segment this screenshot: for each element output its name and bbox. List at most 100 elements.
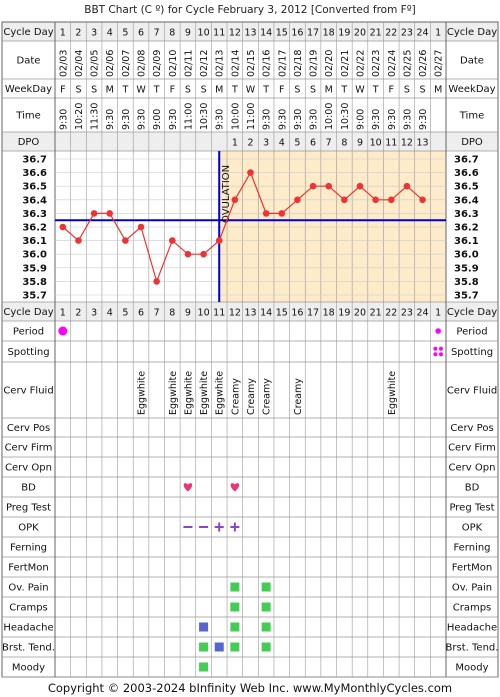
breast-tenderness-square xyxy=(214,642,224,652)
y-tick-label: 36.5 xyxy=(22,182,47,193)
row-label-right-ovpain: Ov. Pain xyxy=(452,583,492,594)
header-row-shade xyxy=(2,22,498,41)
dpo-label: 11 xyxy=(385,138,397,149)
date-label: 02/17 xyxy=(277,50,288,77)
row-label-fert: FertMon xyxy=(8,563,48,574)
weekday-label: S xyxy=(201,85,207,96)
cycle-day-label-bottom: 23 xyxy=(401,308,413,319)
time-label: 9:30 xyxy=(105,109,116,130)
temperature-point xyxy=(90,210,98,217)
temperature-point xyxy=(247,169,254,176)
luteal-phase-fill xyxy=(2,22,498,321)
date-label: 02/03 xyxy=(58,50,69,77)
cerv-fluid-label: Eggwhite xyxy=(387,371,398,415)
row-label-right-cd1: Cycle Day xyxy=(447,27,497,38)
temperature-point xyxy=(356,182,364,190)
weekday-label: S xyxy=(75,85,81,96)
cycle-day-label: 19 xyxy=(338,28,350,39)
row-label-dpo: DPO xyxy=(18,137,40,148)
weekday-label: S xyxy=(91,85,97,96)
temperature-point xyxy=(200,250,207,258)
y-tick-label-right: 35.7 xyxy=(454,291,479,302)
cerv-fluid-label: Creamy xyxy=(262,378,273,415)
cycle-day-label-bottom: 14 xyxy=(260,308,272,319)
y-tick-label: 36.2 xyxy=(22,223,47,234)
breast-tenderness-square xyxy=(261,642,271,652)
date-label: 02/09 xyxy=(152,50,163,77)
row-label-right-bd: BD xyxy=(465,483,480,494)
row-label-right-wday: WeekDay xyxy=(448,84,495,95)
date-label: 02/15 xyxy=(246,50,257,77)
cycle-day-label: 3 xyxy=(91,28,97,39)
temperature-point xyxy=(309,182,317,190)
cycle-day-label-bottom: 19 xyxy=(338,308,350,319)
row-label-moody: Moody xyxy=(12,663,45,674)
ovulation-label: OVULATION xyxy=(221,165,232,223)
row-label-right-cd2: Cycle Day xyxy=(447,307,497,318)
cycle-day-label: 21 xyxy=(370,28,382,39)
breast-tenderness-square xyxy=(230,642,240,652)
time-label: 9:30 xyxy=(293,109,304,130)
header-row-shade xyxy=(2,302,498,321)
header-row-shade xyxy=(2,132,498,151)
cycle-day-label-bottom: 1 xyxy=(435,308,441,319)
spotting-dot xyxy=(433,352,438,357)
temperature-point xyxy=(341,196,348,204)
weekday-label: F xyxy=(60,85,65,96)
time-label: 9:30 xyxy=(387,109,398,130)
y-tick-label: 36.6 xyxy=(22,168,47,179)
time-label: 9:30 xyxy=(277,109,288,130)
weekday-label: T xyxy=(262,85,269,96)
cycle-day-label-bottom: 20 xyxy=(354,308,366,319)
cerv-fluid-label: Eggwhite xyxy=(183,371,194,415)
row-label-right-head: Headache xyxy=(447,623,497,634)
time-label: 10:00 xyxy=(324,103,335,130)
headache-square xyxy=(230,622,240,632)
cycle-day-label-bottom: 22 xyxy=(385,308,397,319)
cycle-day-label: 11 xyxy=(213,28,225,39)
chart-grid xyxy=(1,21,499,678)
time-label: 11:00 xyxy=(246,103,257,130)
cycle-day-label: 1 xyxy=(435,28,441,39)
cycle-day-label-bottom: 24 xyxy=(416,308,428,319)
cycle-day-label: 24 xyxy=(416,28,428,39)
weekday-label: T xyxy=(231,85,238,96)
cycle-day-label-bottom: 4 xyxy=(107,308,113,319)
weekday-label: M xyxy=(106,85,114,96)
spotting-dot xyxy=(438,346,443,351)
chart-labels: Cycle Day Cycle Day Date Date WeekDay WeekDay… xyxy=(2,27,498,674)
temperature-point xyxy=(106,210,114,217)
weekday-label: T xyxy=(372,85,379,96)
cycle-day-label-bottom: 5 xyxy=(122,308,128,319)
cycle-day-label-bottom: 3 xyxy=(91,308,97,319)
date-label: 02/10 xyxy=(168,50,179,77)
chart-title: BBT Chart (C º) for Cycle February 3, 20… xyxy=(84,4,416,16)
cycle-day-label-bottom: 12 xyxy=(229,308,241,319)
row-label-right-moody: Moody xyxy=(455,663,488,674)
y-tick-label: 36.3 xyxy=(22,209,47,220)
fertility-marks xyxy=(58,326,443,672)
cycle-day-label: 12 xyxy=(229,28,241,39)
cycle-day-label-bottom: 9 xyxy=(185,308,191,319)
dpo-label: 4 xyxy=(279,138,285,149)
temperature-point xyxy=(231,196,239,204)
temperature-plot: OVULATION xyxy=(55,151,446,302)
cycle-day-label-bottom: 1 xyxy=(60,308,66,319)
date-label: 02/19 xyxy=(309,50,320,77)
row-label-date: Date xyxy=(17,56,41,67)
y-tick-label-right: 36.3 xyxy=(454,209,479,220)
headache-square xyxy=(199,622,209,632)
row-label-cd1: Cycle Day xyxy=(3,27,53,38)
cycle-day-label: 7 xyxy=(154,28,160,39)
time-label: 9:30 xyxy=(309,109,320,130)
temperature-point xyxy=(169,237,176,244)
y-tick-label: 36.0 xyxy=(22,250,47,261)
temperature-point xyxy=(137,223,145,231)
temperature-point xyxy=(75,237,82,244)
row-label-brst: Brst. Tend. xyxy=(2,643,55,654)
time-label: 9:30 xyxy=(58,109,69,130)
date-label: 02/12 xyxy=(199,50,210,77)
cycle-day-label: 5 xyxy=(122,28,128,39)
cycle-day-label: 15 xyxy=(276,28,288,39)
